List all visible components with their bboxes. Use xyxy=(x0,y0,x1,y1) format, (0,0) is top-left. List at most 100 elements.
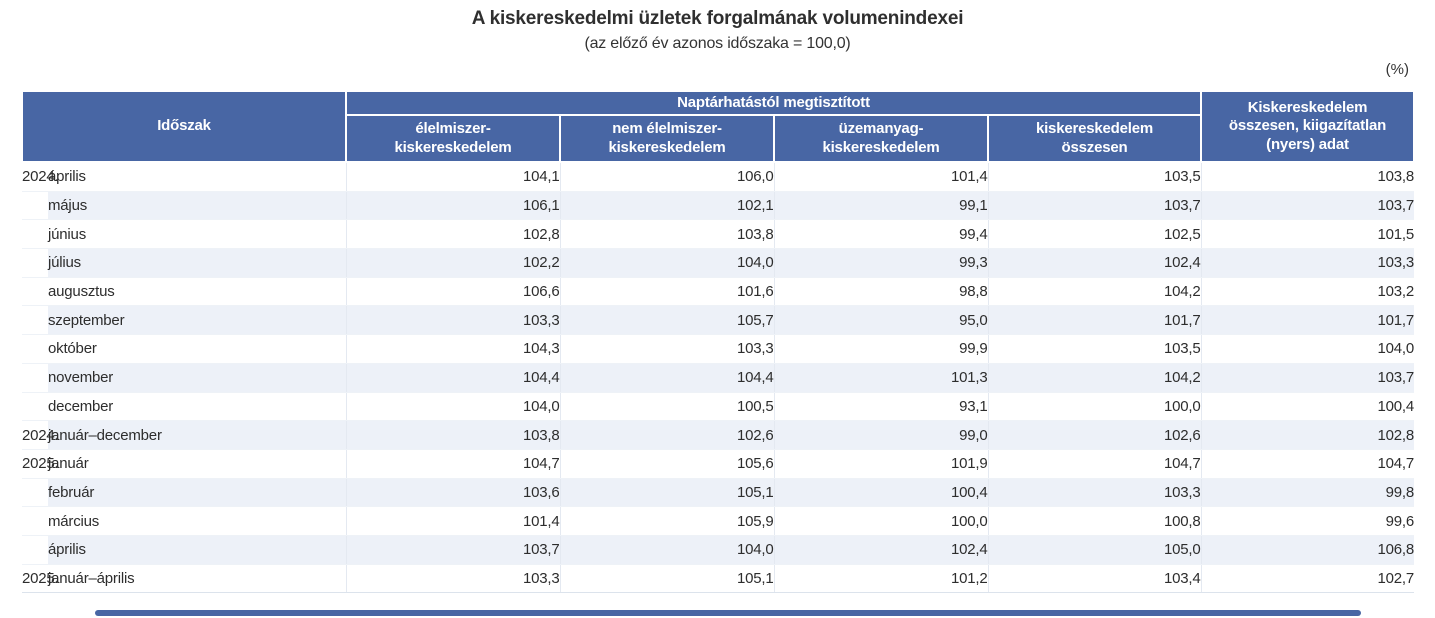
value-cell: 104,2 xyxy=(987,363,1201,393)
value-cell: 105,9 xyxy=(559,506,774,536)
table-row: szeptember 103,3 105,7 95,0 101,7 101,7 xyxy=(22,305,1414,336)
value-cell: 104,7 xyxy=(987,449,1201,479)
volume-index-table: Időszak Naptárhatástól megtisztított Kis… xyxy=(21,90,1415,594)
year-cell: 2024. xyxy=(22,162,59,192)
value-cell: 99,3 xyxy=(773,248,988,278)
table-row: 2024. április 104,1 106,0 101,4 103,5 103,8 xyxy=(22,162,1414,192)
period-cell: január–április xyxy=(48,564,346,594)
value-cell: 104,4 xyxy=(559,363,774,393)
value-cell: 100,4 xyxy=(1200,392,1414,422)
value-cell: 99,1 xyxy=(773,191,988,221)
year-cell xyxy=(22,363,48,393)
year-cell xyxy=(22,334,48,364)
value-cell: 100,5 xyxy=(559,392,774,422)
value-cell: 101,4 xyxy=(773,162,988,192)
page-title: A kiskereskedelmi üzletek forgalmának vo… xyxy=(471,8,964,29)
value-cell: 103,7 xyxy=(1200,191,1414,221)
value-cell: 101,7 xyxy=(1200,305,1414,336)
value-cell: 104,0 xyxy=(559,535,774,565)
table-row: december 104,0 100,5 93,1 100,0 100,4 xyxy=(22,392,1414,422)
value-cell: 102,8 xyxy=(1200,420,1414,450)
period-cell: április xyxy=(48,535,346,565)
table-row: június 102,8 103,8 99,4 102,5 101,5 xyxy=(22,219,1414,250)
value-cell: 101,6 xyxy=(559,277,774,307)
value-cell: 104,0 xyxy=(1200,334,1414,364)
value-cell: 100,8 xyxy=(987,506,1201,536)
year-cell xyxy=(22,392,48,422)
value-cell: 106,0 xyxy=(559,162,774,192)
value-cell: 101,5 xyxy=(1200,219,1414,250)
value-cell: 102,6 xyxy=(559,420,774,450)
horizontal-scrollbar-thumb[interactable] xyxy=(95,610,1361,616)
value-cell: 103,7 xyxy=(345,535,560,565)
year-cell: 2025. xyxy=(22,449,59,479)
value-cell: 100,0 xyxy=(987,392,1201,422)
period-cell: június xyxy=(48,219,346,250)
value-cell: 101,3 xyxy=(773,363,988,393)
period-cell: december xyxy=(48,392,346,422)
value-cell: 100,0 xyxy=(773,506,988,536)
value-cell: 106,8 xyxy=(1200,535,1414,565)
percent-unit-label: (%) xyxy=(1385,61,1409,78)
period-cell: július xyxy=(48,248,346,278)
table-row: március 101,4 105,9 100,0 100,8 99,6 xyxy=(22,506,1414,536)
table-row: 2025. január–április 103,3 105,1 101,2 103,4 1… xyxy=(22,564,1414,594)
value-cell: 102,6 xyxy=(987,420,1201,450)
value-cell: 103,8 xyxy=(559,219,774,250)
period-cell: február xyxy=(48,478,346,508)
value-cell: 106,1 xyxy=(345,191,560,221)
year-cell: 2024. xyxy=(22,420,59,450)
period-cell: január–december xyxy=(48,420,346,450)
value-cell: 104,0 xyxy=(345,392,560,422)
period-cell: szeptember xyxy=(48,305,346,336)
value-cell: 103,3 xyxy=(1200,248,1414,278)
value-cell: 104,7 xyxy=(345,449,560,479)
value-cell: 105,0 xyxy=(987,535,1201,565)
table-row: július 102,2 104,0 99,3 102,4 103,3 xyxy=(22,248,1414,278)
value-cell: 99,4 xyxy=(773,219,988,250)
table-row: 2024. január–december 103,8 102,6 99,0 102,6 1… xyxy=(22,420,1414,450)
header-group-calendar-adjusted: Naptárhatástól megtisztított xyxy=(345,90,1202,116)
period-cell: március xyxy=(48,506,346,536)
value-cell: 106,6 xyxy=(345,277,560,307)
value-cell: 101,9 xyxy=(773,449,988,479)
page-subtitle: (az előző év azonos időszaka = 100,0) xyxy=(584,35,851,52)
value-cell: 104,4 xyxy=(345,363,560,393)
value-cell: 103,3 xyxy=(559,334,774,364)
value-cell: 99,9 xyxy=(773,334,988,364)
value-cell: 102,8 xyxy=(345,219,560,250)
value-cell: 102,4 xyxy=(773,535,988,565)
value-cell: 99,0 xyxy=(773,420,988,450)
value-cell: 103,3 xyxy=(345,305,560,336)
value-cell: 104,1 xyxy=(345,162,560,192)
value-cell: 104,7 xyxy=(1200,449,1414,479)
value-cell: 104,2 xyxy=(987,277,1201,307)
value-cell: 101,2 xyxy=(773,564,988,594)
value-cell: 103,3 xyxy=(345,564,560,594)
value-cell: 104,3 xyxy=(345,334,560,364)
value-cell: 99,8 xyxy=(1200,478,1414,508)
table-row: 2025. január 104,7 105,6 101,9 104,7 104,7 xyxy=(22,449,1414,479)
value-cell: 98,8 xyxy=(773,277,988,307)
table-row: november 104,4 104,4 101,3 104,2 103,7 xyxy=(22,363,1414,393)
value-cell: 103,3 xyxy=(987,478,1201,508)
value-cell: 99,6 xyxy=(1200,506,1414,536)
table-row: május 106,1 102,1 99,1 103,7 103,7 xyxy=(22,191,1414,221)
year-cell: 2025. xyxy=(22,564,59,594)
value-cell: 101,7 xyxy=(987,305,1201,336)
table-body: 2024. április 104,1 106,0 101,4 103,5 103,8 máj… xyxy=(22,162,1414,594)
value-cell: 103,2 xyxy=(1200,277,1414,307)
value-cell: 103,7 xyxy=(1200,363,1414,393)
value-cell: 102,1 xyxy=(559,191,774,221)
year-cell xyxy=(22,277,48,307)
year-cell xyxy=(22,506,48,536)
table-row: április 103,7 104,0 102,4 105,0 106,8 xyxy=(22,535,1414,565)
year-cell xyxy=(22,478,48,508)
value-cell: 95,0 xyxy=(773,305,988,336)
value-cell: 102,5 xyxy=(987,219,1201,250)
period-cell: május xyxy=(48,191,346,221)
value-cell: 105,6 xyxy=(559,449,774,479)
value-cell: 100,4 xyxy=(773,478,988,508)
period-cell: január xyxy=(48,449,346,479)
